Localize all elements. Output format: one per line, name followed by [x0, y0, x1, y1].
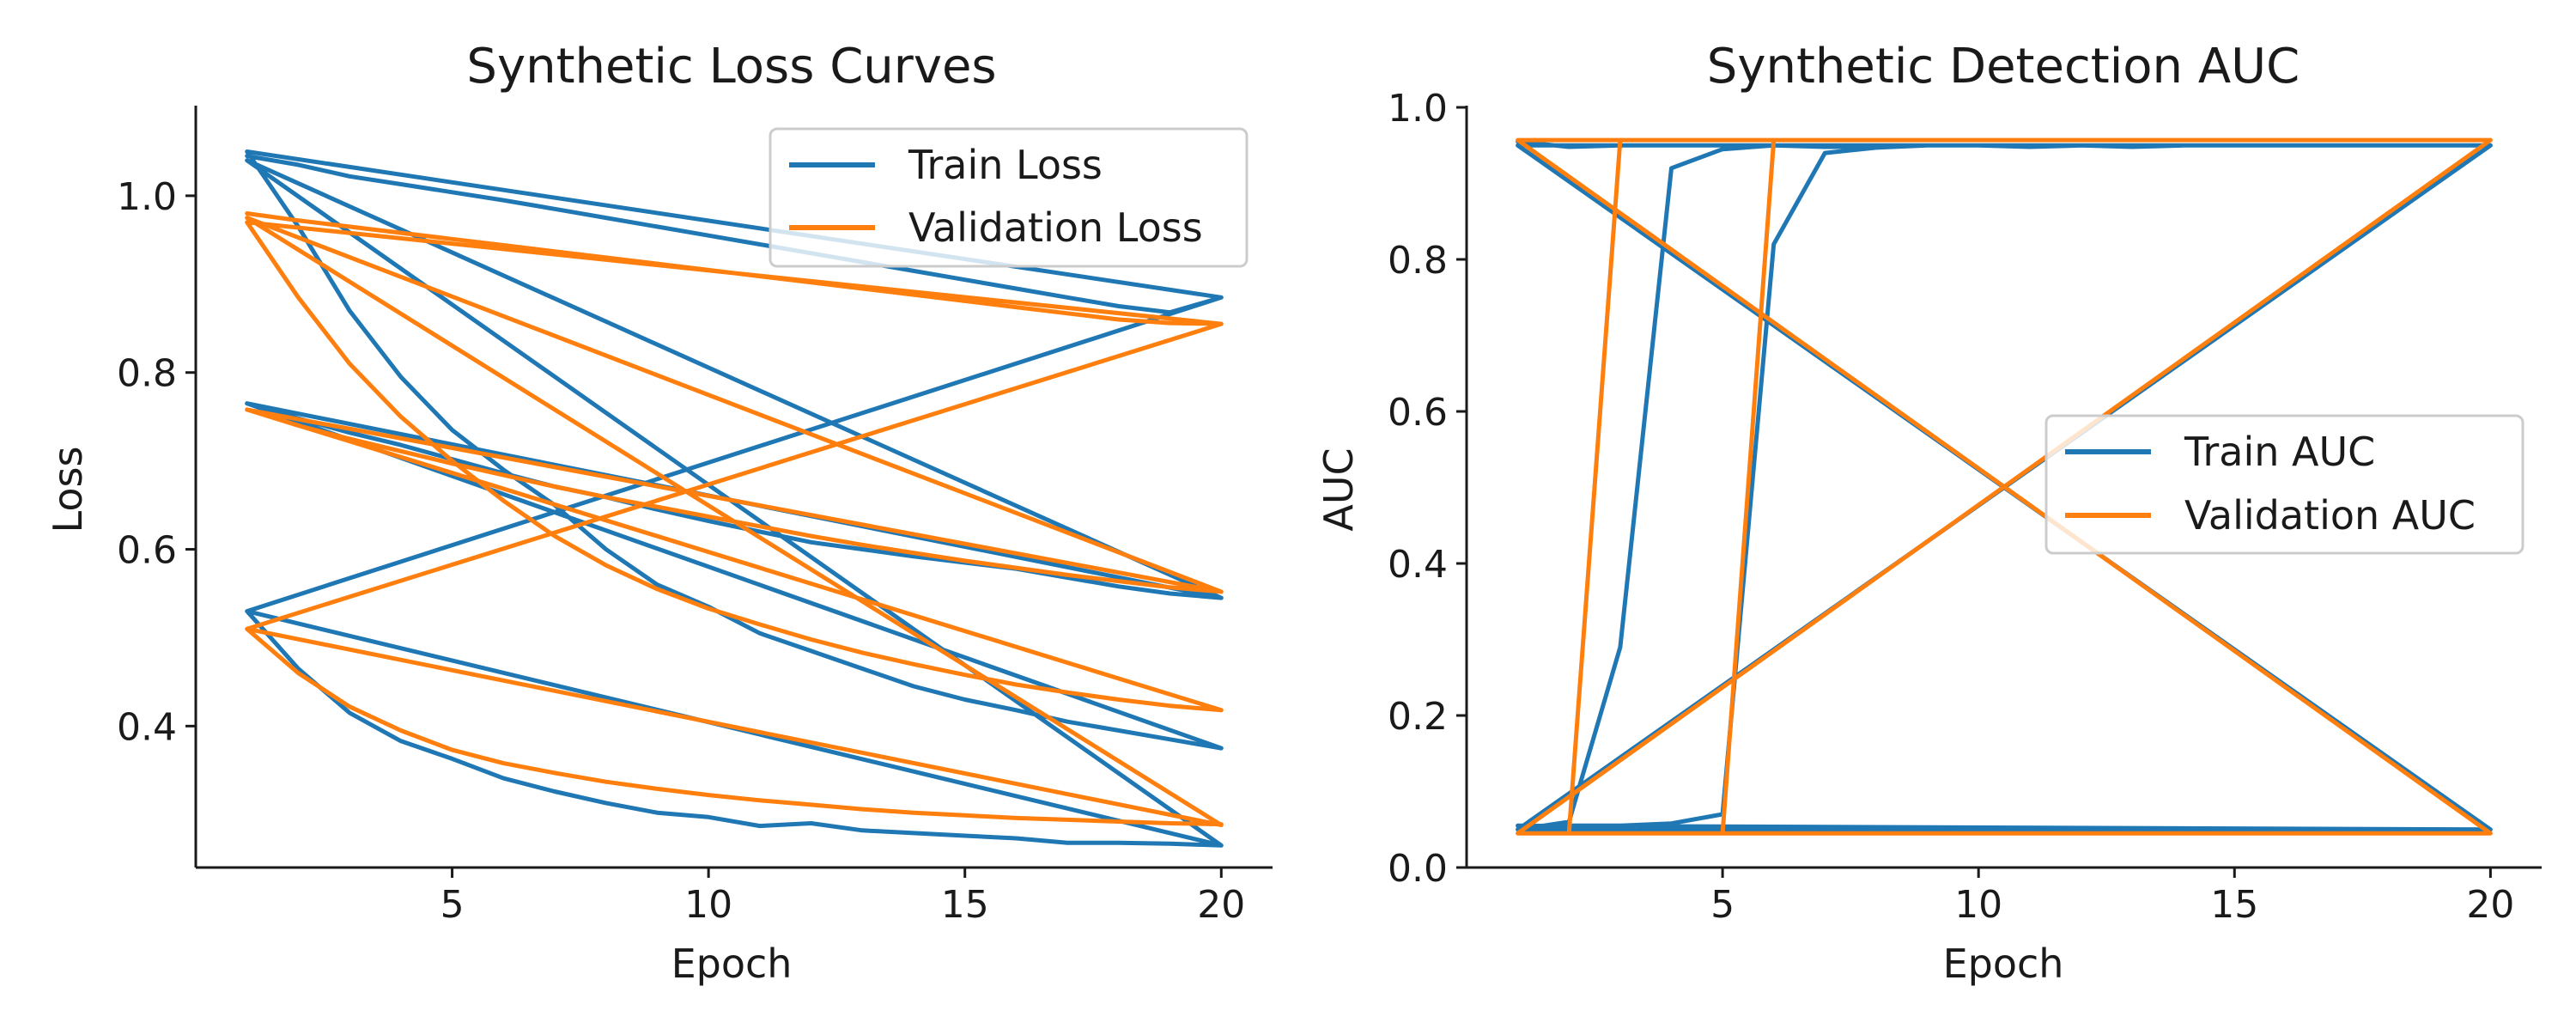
- loss-x-tick-label: 20: [1197, 883, 1245, 927]
- auc-y-tick-label: 0.2: [1388, 695, 1448, 739]
- auc-legend-label-train: Train AUC: [2184, 429, 2375, 475]
- loss-x-tick-label: 5: [440, 883, 465, 927]
- auc-y-tick-label: 0.0: [1388, 847, 1448, 891]
- auc-x-tick-label: 20: [2466, 883, 2514, 927]
- auc-y-axis-label: AUC: [1315, 447, 1362, 531]
- loss-legend-label-validation: Validation Loss: [908, 204, 1203, 251]
- loss-legend-box: [769, 127, 1249, 268]
- loss-chart-panel: Synthetic Loss Curves 5 10 15 20 0.4 0.6 0.8 1.…: [45, 39, 1273, 987]
- auc-legend-box: [2044, 414, 2524, 555]
- auc-y-tick-label: 0.6: [1388, 391, 1448, 435]
- auc-legend-label-validation: Validation AUC: [2184, 492, 2476, 539]
- auc-y-tick-label: 1.0: [1388, 87, 1448, 131]
- loss-series-validation-loss: [245, 211, 1224, 828]
- loss-x-axis-label: Epoch: [671, 941, 793, 987]
- auc-y-tick-label: 0.8: [1388, 239, 1448, 283]
- auc-y-tick-label: 0.4: [1388, 543, 1448, 587]
- loss-y-tick-label: 0.4: [117, 705, 177, 749]
- loss-legend: Train Loss Validation Loss: [769, 127, 1249, 268]
- auc-x-tick-label: 15: [2210, 883, 2258, 927]
- loss-y-axis-label: Loss: [45, 447, 91, 533]
- loss-chart-title: Synthetic Loss Curves: [466, 39, 996, 94]
- auc-chart-title: Synthetic Detection AUC: [1707, 39, 2300, 94]
- auc-x-tick-label: 5: [1710, 883, 1735, 927]
- auc-legend: Train AUC Validation AUC: [2044, 414, 2524, 555]
- auc-chart-panel: Synthetic Detection AUC 5 10 15 20 0.0 0.2 0.4…: [1315, 39, 2542, 987]
- loss-y-tick-label: 1.0: [117, 175, 177, 219]
- loss-y-tick-label: 0.8: [117, 352, 177, 396]
- auc-x-tick-label: 10: [1954, 883, 2002, 927]
- loss-plot-area: 5 10 15 20 0.4 0.6 0.8 1.0: [117, 106, 1273, 927]
- loss-x-tick-label: 15: [941, 883, 989, 927]
- auc-plot-area: 5 10 15 20 0.0 0.2 0.4 0.6 0.8 1.0: [1388, 87, 2542, 927]
- loss-x-tick-label: 10: [684, 883, 732, 927]
- auc-series-validation-auc: [1516, 137, 2493, 836]
- loss-legend-label-train: Train Loss: [908, 142, 1103, 188]
- loss-y-tick-label: 0.6: [117, 529, 177, 573]
- auc-x-axis-label: Epoch: [1943, 941, 2064, 987]
